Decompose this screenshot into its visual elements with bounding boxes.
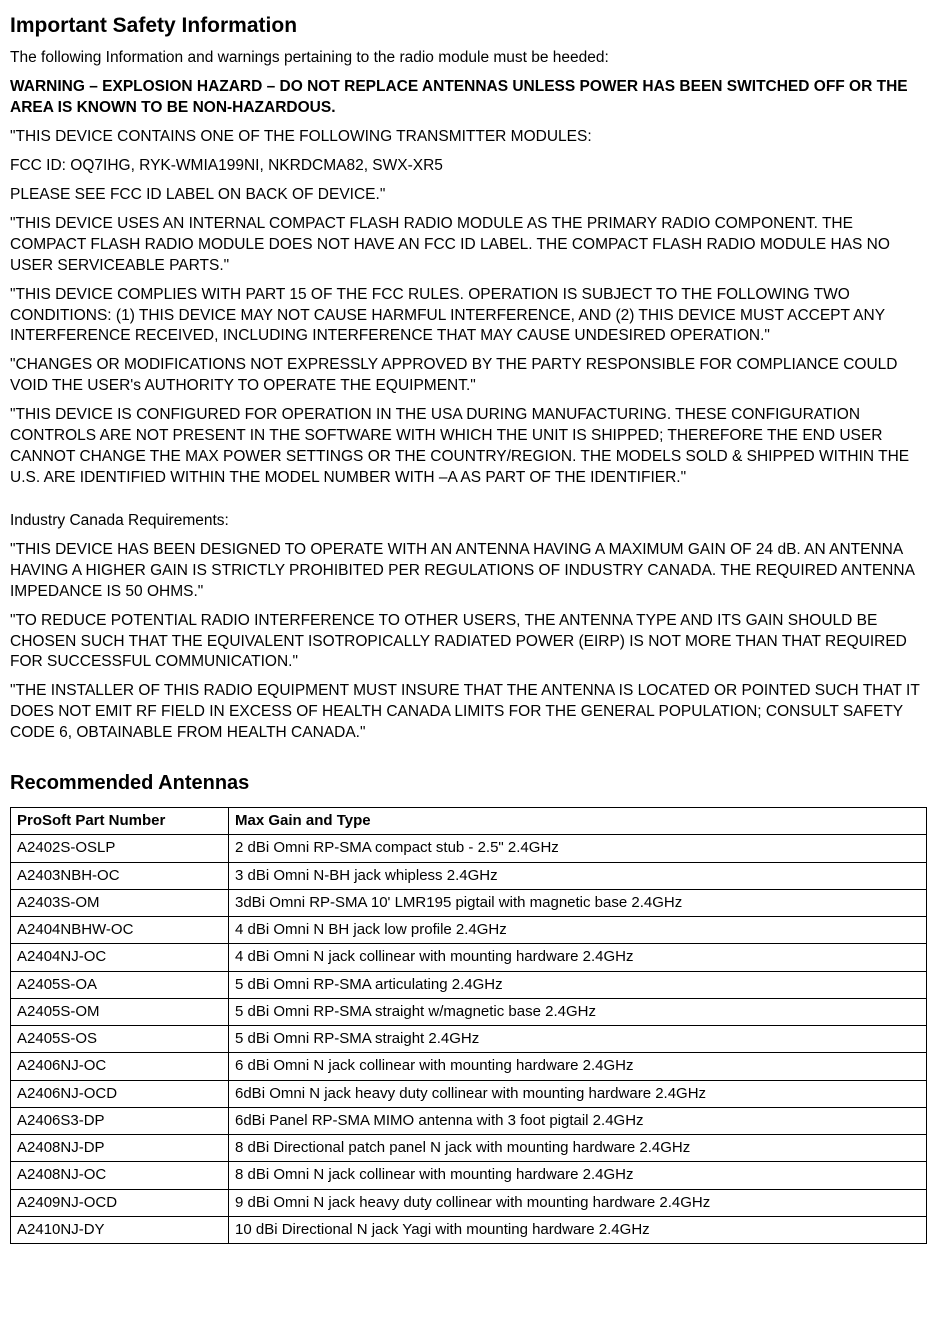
cell-gain-type: 6 dBi Omni N jack collinear with mountin… [229, 1053, 927, 1080]
cell-part-number: A2406NJ-OCD [11, 1080, 229, 1107]
cell-part-number: A2404NBHW-OC [11, 917, 229, 944]
col-gain-type: Max Gain and Type [229, 808, 927, 835]
ic-heading: Industry Canada Requirements: [10, 511, 927, 532]
table-row: A2409NJ-OCD9 dBi Omni N jack heavy duty … [11, 1189, 927, 1216]
safety-p1: "THIS DEVICE CONTAINS ONE OF THE FOLLOWI… [10, 127, 927, 148]
table-row: A2406NJ-OC6 dBi Omni N jack collinear wi… [11, 1053, 927, 1080]
cell-gain-type: 5 dBi Omni RP-SMA straight w/magnetic ba… [229, 998, 927, 1025]
cell-gain-type: 9 dBi Omni N jack heavy duty collinear w… [229, 1189, 927, 1216]
table-row: A2403NBH-OC3 dBi Omni N-BH jack whipless… [11, 862, 927, 889]
table-row: A2402S-OSLP2 dBi Omni RP-SMA compact stu… [11, 835, 927, 862]
cell-part-number: A2406NJ-OC [11, 1053, 229, 1080]
table-row: A2404NJ-OC4 dBi Omni N jack collinear wi… [11, 944, 927, 971]
cell-gain-type: 8 dBi Omni N jack collinear with mountin… [229, 1162, 927, 1189]
antennas-heading: Recommended Antennas [10, 770, 927, 797]
cell-gain-type: 5 dBi Omni RP-SMA articulating 2.4GHz [229, 971, 927, 998]
table-row: A2405S-OA5 dBi Omni RP-SMA articulating … [11, 971, 927, 998]
table-row: A2405S-OS5 dBi Omni RP-SMA straight 2.4G… [11, 1026, 927, 1053]
ic-p3: "THE INSTALLER OF THIS RADIO EQUIPMENT M… [10, 681, 927, 744]
cell-part-number: A2402S-OSLP [11, 835, 229, 862]
table-row: A2406NJ-OCD6dBi Omni N jack heavy duty c… [11, 1080, 927, 1107]
safety-p4: "THIS DEVICE USES AN INTERNAL COMPACT FL… [10, 214, 927, 277]
cell-part-number: A2410NJ-DY [11, 1216, 229, 1243]
cell-part-number: A2405S-OS [11, 1026, 229, 1053]
safety-warning: WARNING – EXPLOSION HAZARD – DO NOT REPL… [10, 77, 927, 119]
cell-gain-type: 6dBi Omni N jack heavy duty collinear wi… [229, 1080, 927, 1107]
safety-p6: "CHANGES OR MODIFICATIONS NOT EXPRESSLY … [10, 355, 927, 397]
cell-gain-type: 10 dBi Directional N jack Yagi with moun… [229, 1216, 927, 1243]
table-row: A2404NBHW-OC4 dBi Omni N BH jack low pro… [11, 917, 927, 944]
col-part-number: ProSoft Part Number [11, 808, 229, 835]
cell-gain-type: 4 dBi Omni N BH jack low profile 2.4GHz [229, 917, 927, 944]
cell-part-number: A2408NJ-OC [11, 1162, 229, 1189]
cell-gain-type: 2 dBi Omni RP-SMA compact stub - 2.5" 2.… [229, 835, 927, 862]
cell-part-number: A2403S-OM [11, 889, 229, 916]
cell-gain-type: 6dBi Panel RP-SMA MIMO antenna with 3 fo… [229, 1107, 927, 1134]
safety-intro: The following Information and warnings p… [10, 48, 927, 69]
safety-p7: "THIS DEVICE IS CONFIGURED FOR OPERATION… [10, 405, 927, 489]
table-row: A2406S3-DP6dBi Panel RP-SMA MIMO antenna… [11, 1107, 927, 1134]
table-row: A2408NJ-OC8 dBi Omni N jack collinear wi… [11, 1162, 927, 1189]
cell-gain-type: 4 dBi Omni N jack collinear with mountin… [229, 944, 927, 971]
table-row: A2410NJ-DY10 dBi Directional N jack Yagi… [11, 1216, 927, 1243]
safety-p5: "THIS DEVICE COMPLIES WITH PART 15 OF TH… [10, 285, 927, 348]
cell-part-number: A2404NJ-OC [11, 944, 229, 971]
table-row: A2405S-OM5 dBi Omni RP-SMA straight w/ma… [11, 998, 927, 1025]
safety-heading: Important Safety Information [10, 12, 927, 40]
safety-p3: PLEASE SEE FCC ID LABEL ON BACK OF DEVIC… [10, 185, 927, 206]
table-header-row: ProSoft Part Number Max Gain and Type [11, 808, 927, 835]
cell-gain-type: 3 dBi Omni N-BH jack whipless 2.4GHz [229, 862, 927, 889]
cell-part-number: A2406S3-DP [11, 1107, 229, 1134]
ic-p2: "TO REDUCE POTENTIAL RADIO INTERFERENCE … [10, 611, 927, 674]
cell-part-number: A2408NJ-DP [11, 1135, 229, 1162]
table-row: A2403S-OM3dBi Omni RP-SMA 10' LMR195 pig… [11, 889, 927, 916]
cell-part-number: A2403NBH-OC [11, 862, 229, 889]
cell-part-number: A2409NJ-OCD [11, 1189, 229, 1216]
cell-part-number: A2405S-OA [11, 971, 229, 998]
cell-gain-type: 3dBi Omni RP-SMA 10' LMR195 pigtail with… [229, 889, 927, 916]
table-row: A2408NJ-DP8 dBi Directional patch panel … [11, 1135, 927, 1162]
cell-gain-type: 8 dBi Directional patch panel N jack wit… [229, 1135, 927, 1162]
safety-p2: FCC ID: OQ7IHG, RYK-WMIA199NI, NKRDCMA82… [10, 156, 927, 177]
antennas-table: ProSoft Part Number Max Gain and Type A2… [10, 807, 927, 1244]
ic-p1: "THIS DEVICE HAS BEEN DESIGNED TO OPERAT… [10, 540, 927, 603]
cell-part-number: A2405S-OM [11, 998, 229, 1025]
cell-gain-type: 5 dBi Omni RP-SMA straight 2.4GHz [229, 1026, 927, 1053]
